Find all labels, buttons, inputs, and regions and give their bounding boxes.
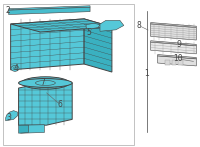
Polygon shape bbox=[158, 55, 196, 59]
FancyBboxPatch shape bbox=[172, 60, 176, 66]
FancyBboxPatch shape bbox=[178, 60, 183, 66]
Polygon shape bbox=[19, 83, 72, 125]
Text: 5: 5 bbox=[87, 27, 92, 36]
Ellipse shape bbox=[19, 79, 72, 87]
Circle shape bbox=[13, 67, 17, 70]
Ellipse shape bbox=[35, 81, 55, 85]
Polygon shape bbox=[84, 19, 112, 72]
FancyBboxPatch shape bbox=[165, 60, 170, 66]
Ellipse shape bbox=[22, 77, 69, 89]
Polygon shape bbox=[9, 7, 90, 15]
Polygon shape bbox=[100, 20, 124, 31]
Polygon shape bbox=[6, 111, 18, 121]
Polygon shape bbox=[21, 125, 44, 133]
Text: 7: 7 bbox=[40, 78, 45, 87]
Polygon shape bbox=[96, 23, 116, 30]
Text: 9: 9 bbox=[176, 40, 181, 49]
Text: 3: 3 bbox=[7, 113, 11, 122]
Polygon shape bbox=[151, 24, 196, 40]
Polygon shape bbox=[158, 56, 196, 66]
Polygon shape bbox=[19, 125, 29, 133]
Polygon shape bbox=[151, 22, 196, 28]
Text: 4: 4 bbox=[13, 64, 18, 73]
Polygon shape bbox=[11, 19, 112, 32]
Text: 10: 10 bbox=[174, 54, 183, 64]
Text: 8: 8 bbox=[136, 21, 141, 30]
Text: 6: 6 bbox=[58, 100, 63, 109]
Polygon shape bbox=[151, 42, 196, 54]
Ellipse shape bbox=[28, 79, 63, 87]
Text: 1: 1 bbox=[144, 69, 149, 78]
Polygon shape bbox=[11, 19, 84, 70]
Polygon shape bbox=[86, 23, 100, 29]
Text: 2: 2 bbox=[5, 6, 10, 15]
Polygon shape bbox=[151, 41, 196, 46]
Polygon shape bbox=[9, 6, 90, 10]
Circle shape bbox=[11, 66, 19, 71]
